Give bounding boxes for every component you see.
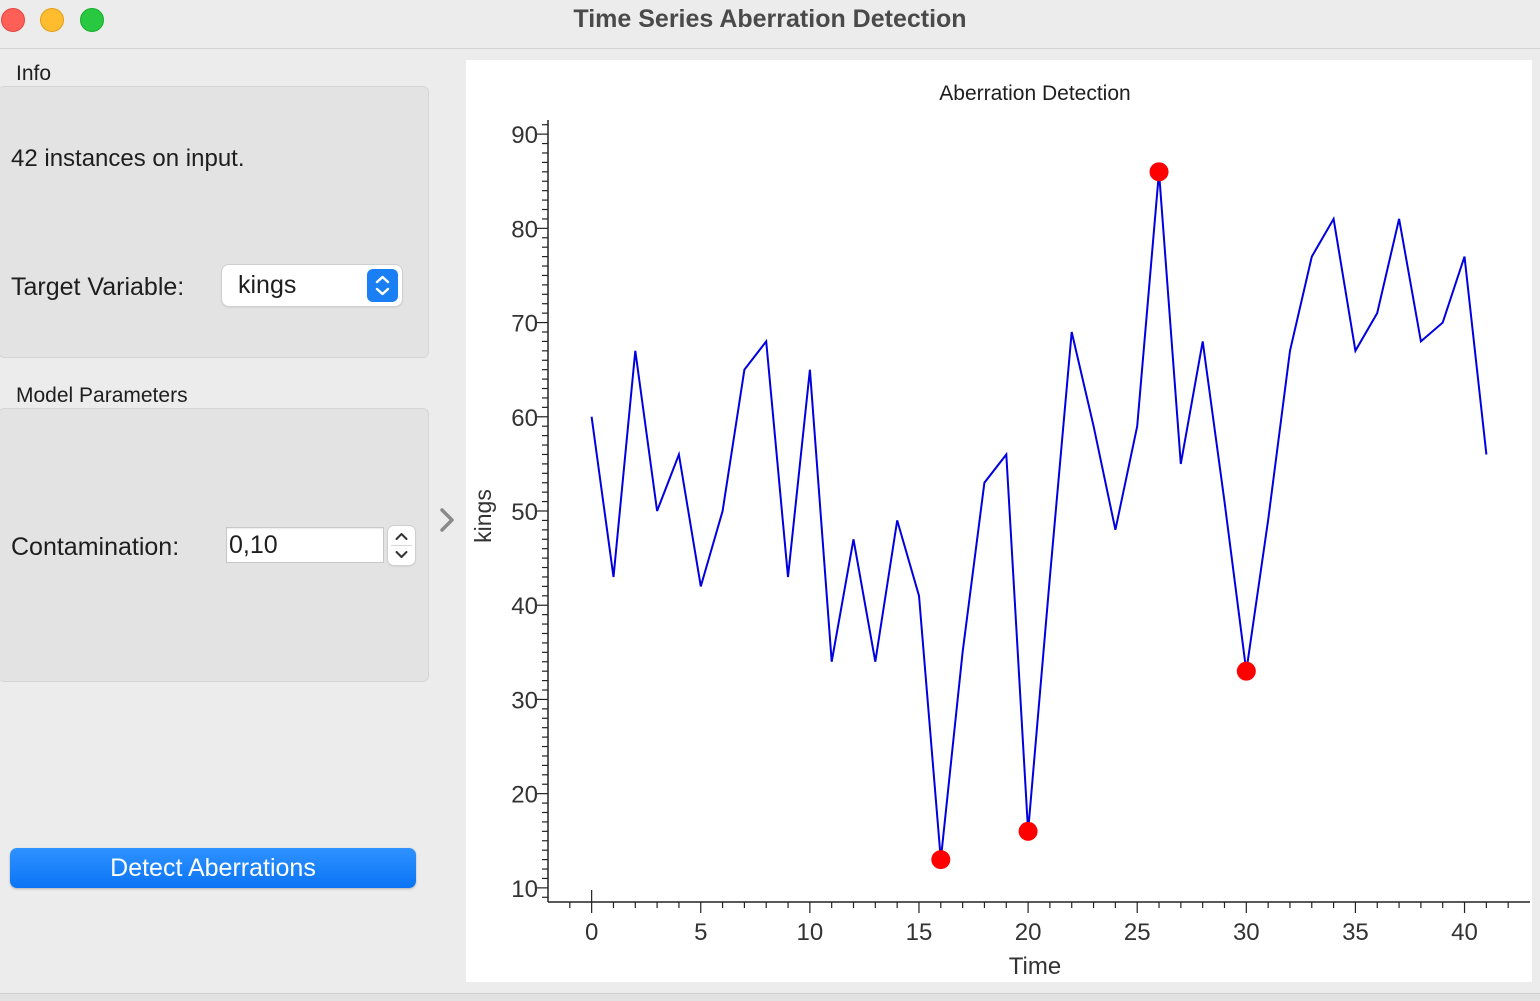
stepper-divider bbox=[391, 545, 412, 546]
target-variable-label: Target Variable: bbox=[11, 273, 185, 301]
outlier-point bbox=[931, 850, 951, 870]
contamination-input[interactable]: 0,10 bbox=[226, 527, 384, 563]
y-tick-label: 70 bbox=[511, 311, 538, 338]
window-title: Time Series Aberration Detection bbox=[573, 5, 967, 33]
outlier-point bbox=[1236, 661, 1256, 681]
contamination-stepper[interactable] bbox=[388, 526, 415, 565]
outlier-point bbox=[1149, 162, 1169, 182]
info-box bbox=[0, 86, 429, 358]
close-window-button[interactable] bbox=[1, 8, 25, 32]
aberration-chart: Aberration Detection 10 20 30 40 50 60 70 80 90 0 5… bbox=[470, 82, 1530, 980]
updown-chevron-icon bbox=[367, 269, 398, 302]
y-tick-label: 50 bbox=[511, 499, 538, 526]
outlier-point bbox=[1018, 821, 1038, 841]
title-bar: Time Series Aberration Detection bbox=[0, 0, 1540, 49]
x-tick-label: 20 bbox=[1015, 919, 1042, 946]
y-tick-label: 20 bbox=[511, 782, 538, 809]
y-tick-label: 80 bbox=[511, 216, 538, 243]
instances-count-text: 42 instances on input. bbox=[11, 145, 245, 172]
maximize-window-button[interactable] bbox=[80, 8, 104, 32]
y-tick-label: 40 bbox=[511, 593, 538, 620]
y-tick-label: 30 bbox=[511, 687, 538, 714]
y-tick-label: 90 bbox=[511, 122, 538, 149]
model-parameters-title: Model Parameters bbox=[16, 384, 188, 407]
x-tick-label: 5 bbox=[694, 919, 707, 946]
x-tick-label: 40 bbox=[1451, 919, 1478, 946]
target-variable-value: kings bbox=[238, 271, 297, 299]
y-tick-label: 10 bbox=[511, 876, 538, 903]
x-axis-label: Time bbox=[1009, 953, 1061, 980]
info-section-title: Info bbox=[16, 62, 52, 85]
minimize-window-button[interactable] bbox=[40, 8, 64, 32]
contamination-label: Contamination: bbox=[11, 533, 180, 561]
series-line bbox=[590, 171, 1488, 860]
contamination-value: 0,10 bbox=[229, 531, 278, 559]
x-tick-label: 15 bbox=[906, 919, 933, 946]
x-tick-label: 0 bbox=[585, 919, 598, 946]
stepper-icon bbox=[395, 533, 408, 558]
x-tick-label: 35 bbox=[1342, 919, 1369, 946]
chevron-right-icon[interactable] bbox=[437, 506, 459, 539]
x-tick-label: 10 bbox=[797, 919, 824, 946]
x-tick-label: 30 bbox=[1233, 919, 1260, 946]
x-tick-label: 25 bbox=[1124, 919, 1151, 946]
y-axis-label: kings bbox=[470, 489, 496, 543]
window-bottom-edge bbox=[0, 993, 1540, 1001]
plot-panel: Aberration Detection 10 20 30 40 50 60 70 80 90 0 5… bbox=[466, 60, 1532, 982]
chart-title: Aberration Detection bbox=[939, 82, 1130, 105]
detect-aberrations-button[interactable]: Detect Aberrations bbox=[10, 848, 416, 888]
target-variable-select[interactable]: kings bbox=[222, 265, 402, 306]
y-tick-label: 60 bbox=[511, 405, 538, 432]
